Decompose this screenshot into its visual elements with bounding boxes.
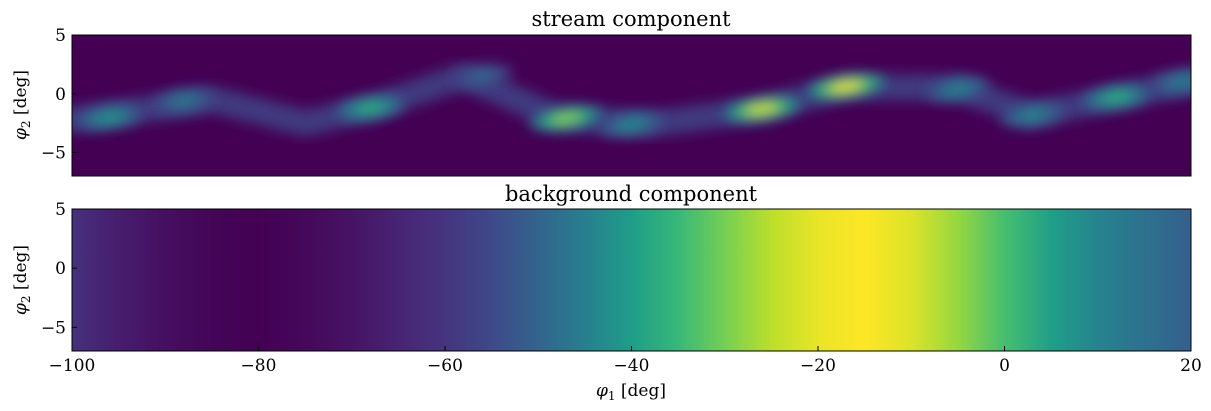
background-panel-title: background component (505, 182, 758, 206)
ytick-label: −5 (41, 318, 66, 338)
stream-density-peak (335, 95, 406, 121)
background-panel-ylabel: φ2 [deg] (11, 245, 33, 315)
background-panel: background component 50−5 −100 −80 −60 −40−… (11, 182, 1202, 403)
xtick-label: −20 (800, 356, 836, 376)
xtick-label: 0 (999, 356, 1010, 376)
xtick-label: −40 (614, 356, 650, 376)
stream-density-layer (72, 63, 1191, 138)
background-panel-xticks: −100 −80 −60 −40 −20 0 20 (49, 346, 1202, 376)
stream-density-peak (925, 76, 991, 102)
xtick-label: −80 (241, 356, 277, 376)
ytick-label: 0 (55, 85, 66, 105)
background-panel-xlabel: φ1 [deg] (596, 381, 666, 403)
stream-density-peak (451, 63, 514, 89)
stream-density-peak (75, 104, 143, 131)
stream-density-peak (999, 102, 1066, 128)
stream-panel-ylabel: φ2 [deg] (11, 70, 33, 140)
stream-density-peak (598, 111, 665, 138)
stream-density-peak (806, 73, 886, 100)
xtick-label: −60 (427, 356, 463, 376)
stream-panel-title: stream component (531, 7, 731, 31)
ytick-label: −5 (41, 144, 66, 164)
stream-panel-yticks: 5 0 −5 (41, 26, 77, 164)
stream-density-peak (1081, 84, 1152, 111)
stream-density-peak (528, 105, 604, 132)
stream-panel-frame (71, 34, 1192, 177)
ytick-label: 5 (55, 26, 66, 46)
stream-density-peak (1149, 69, 1191, 95)
stream-density-peak (151, 88, 216, 114)
xtick-label: −100 (49, 356, 96, 376)
background-panel-yticks: 5 0 −5 (41, 200, 77, 338)
background-heatmap (72, 209, 1191, 351)
stream-density-peak (722, 95, 802, 123)
ytick-label: 0 (55, 259, 66, 279)
xtick-label: 20 (1180, 356, 1202, 376)
stream-panel: stream component 5 0 −5 φ2 [deg] (11, 7, 1192, 177)
ytick-label: 5 (55, 200, 66, 220)
